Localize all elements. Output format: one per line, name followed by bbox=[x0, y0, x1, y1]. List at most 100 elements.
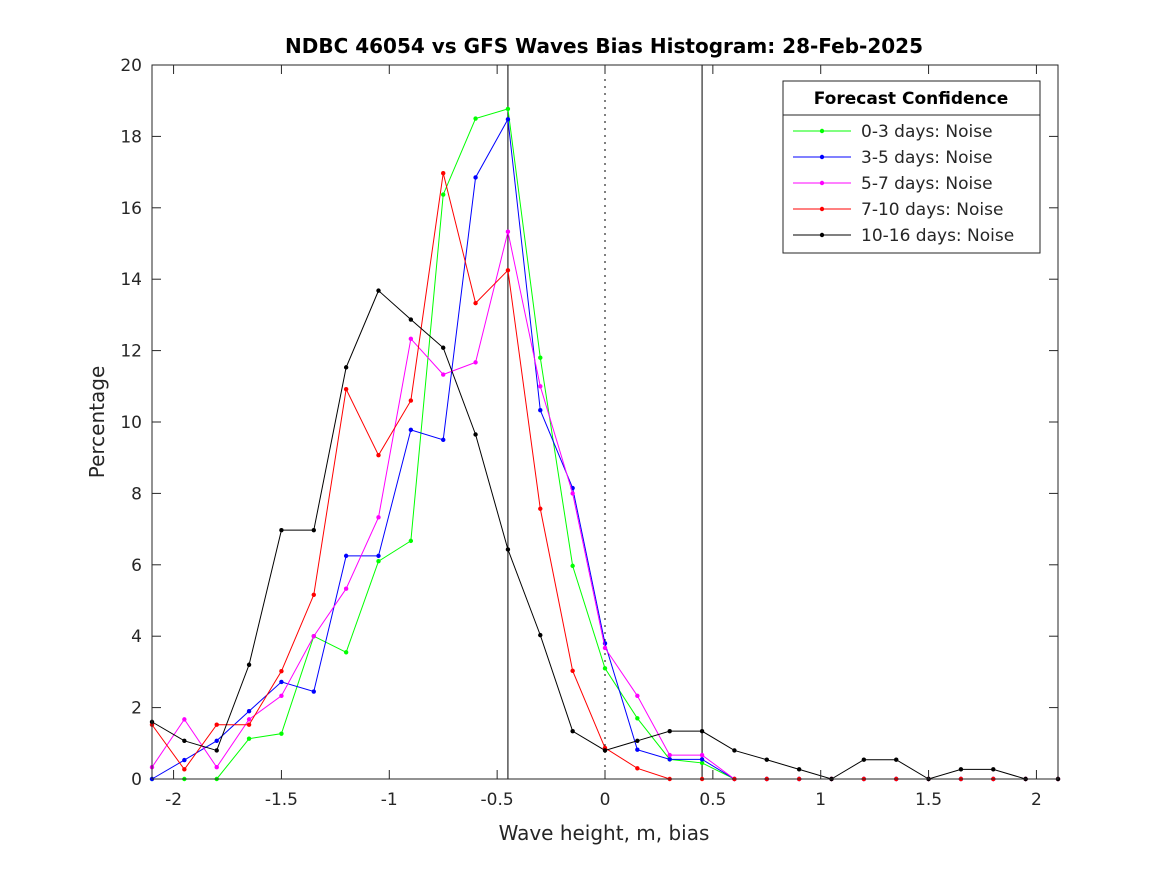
data-point bbox=[602, 666, 608, 671]
data-point bbox=[602, 645, 608, 651]
data-point bbox=[279, 693, 284, 699]
legend-marker bbox=[819, 180, 825, 186]
data-point bbox=[570, 563, 575, 569]
y-tick-label: 18 bbox=[120, 127, 142, 147]
x-tick-label: -1.5 bbox=[265, 790, 298, 810]
data-point bbox=[343, 365, 349, 370]
data-point bbox=[441, 192, 446, 197]
data-point bbox=[408, 427, 414, 433]
data-point bbox=[861, 757, 867, 762]
series-10-16-days bbox=[149, 288, 1061, 782]
data-point bbox=[214, 748, 219, 753]
data-point bbox=[699, 760, 705, 766]
data-point bbox=[182, 767, 187, 772]
data-point bbox=[570, 491, 575, 496]
x-tick-label: 0 bbox=[600, 790, 611, 810]
data-point bbox=[182, 757, 187, 763]
data-point bbox=[246, 662, 252, 667]
x-tick-label: -1 bbox=[381, 790, 398, 810]
data-point bbox=[311, 689, 316, 694]
data-point bbox=[667, 728, 672, 734]
data-point bbox=[311, 634, 316, 639]
data-point bbox=[441, 372, 446, 377]
legend-marker bbox=[819, 232, 825, 238]
legend-title: Forecast Confidence bbox=[814, 89, 1009, 109]
y-tick-label: 20 bbox=[120, 56, 142, 76]
x-tick-label: -0.5 bbox=[481, 790, 514, 810]
data-point bbox=[182, 738, 187, 744]
legend-label: 7-10 days: Noise bbox=[861, 200, 1003, 220]
x-tick-label: 0.5 bbox=[699, 790, 726, 810]
data-point bbox=[246, 708, 252, 714]
y-tick-label: 10 bbox=[120, 413, 142, 433]
data-point bbox=[570, 668, 575, 674]
data-point bbox=[473, 175, 478, 180]
y-tick-label: 8 bbox=[131, 484, 142, 504]
chart-title: NDBC 46054 vs GFS Waves Bias Histogram: … bbox=[285, 34, 923, 58]
data-point bbox=[538, 408, 543, 413]
data-point bbox=[958, 767, 964, 772]
data-point bbox=[991, 767, 996, 772]
data-point bbox=[279, 668, 284, 674]
data-point bbox=[505, 268, 511, 273]
data-point bbox=[473, 360, 478, 365]
data-point bbox=[635, 766, 640, 771]
data-point bbox=[699, 728, 705, 734]
data-point bbox=[894, 757, 899, 762]
data-point bbox=[635, 747, 640, 752]
data-point bbox=[343, 650, 349, 655]
data-point bbox=[376, 559, 381, 564]
x-tick-label: -2 bbox=[165, 790, 182, 810]
data-point bbox=[214, 722, 219, 727]
data-point bbox=[764, 757, 769, 762]
data-point bbox=[602, 748, 608, 753]
x-tick-label: 1 bbox=[815, 790, 826, 810]
data-point bbox=[182, 717, 187, 722]
legend-label: 10-16 days: Noise bbox=[861, 226, 1014, 246]
data-point bbox=[473, 432, 478, 437]
legend-marker bbox=[819, 206, 825, 212]
series-5-7-days bbox=[149, 229, 1061, 782]
data-point bbox=[376, 553, 381, 559]
y-tick-label: 6 bbox=[131, 556, 142, 576]
data-point bbox=[311, 592, 316, 597]
data-point bbox=[343, 553, 349, 559]
data-point bbox=[505, 106, 511, 112]
data-point bbox=[246, 722, 252, 727]
legend: Forecast Confidence 0-3 days: Noise 3-5 d… bbox=[782, 80, 1041, 254]
data-point bbox=[505, 547, 511, 552]
data-point bbox=[311, 527, 316, 533]
legend-label: 3-5 days: Noise bbox=[861, 148, 993, 168]
y-tick-label: 2 bbox=[131, 699, 142, 719]
data-point bbox=[473, 300, 478, 306]
data-point bbox=[408, 317, 414, 322]
x-tick-label: 1.5 bbox=[915, 790, 942, 810]
data-point bbox=[505, 117, 511, 122]
y-tick-label: 0 bbox=[131, 770, 142, 790]
legend-label: 0-3 days: Noise bbox=[861, 122, 993, 142]
data-point bbox=[538, 632, 543, 638]
y-tick-label: 12 bbox=[120, 342, 142, 362]
data-point bbox=[246, 717, 252, 722]
data-point bbox=[279, 731, 284, 736]
data-point bbox=[376, 453, 381, 458]
data-point bbox=[699, 752, 705, 758]
data-point bbox=[214, 765, 219, 770]
data-point bbox=[505, 229, 511, 234]
data-point bbox=[635, 716, 640, 721]
data-point bbox=[635, 738, 640, 744]
data-point bbox=[667, 757, 672, 762]
legend-label: 5-7 days: Noise bbox=[861, 174, 993, 194]
data-point bbox=[343, 386, 349, 392]
data-point bbox=[473, 116, 478, 121]
data-point bbox=[667, 752, 672, 758]
data-point bbox=[441, 170, 446, 176]
data-point bbox=[796, 767, 802, 772]
legend-marker bbox=[819, 154, 825, 160]
data-point bbox=[570, 728, 575, 734]
legend-box bbox=[782, 80, 1041, 254]
data-point bbox=[441, 345, 446, 350]
data-point bbox=[376, 515, 381, 520]
legend-marker bbox=[819, 128, 825, 134]
